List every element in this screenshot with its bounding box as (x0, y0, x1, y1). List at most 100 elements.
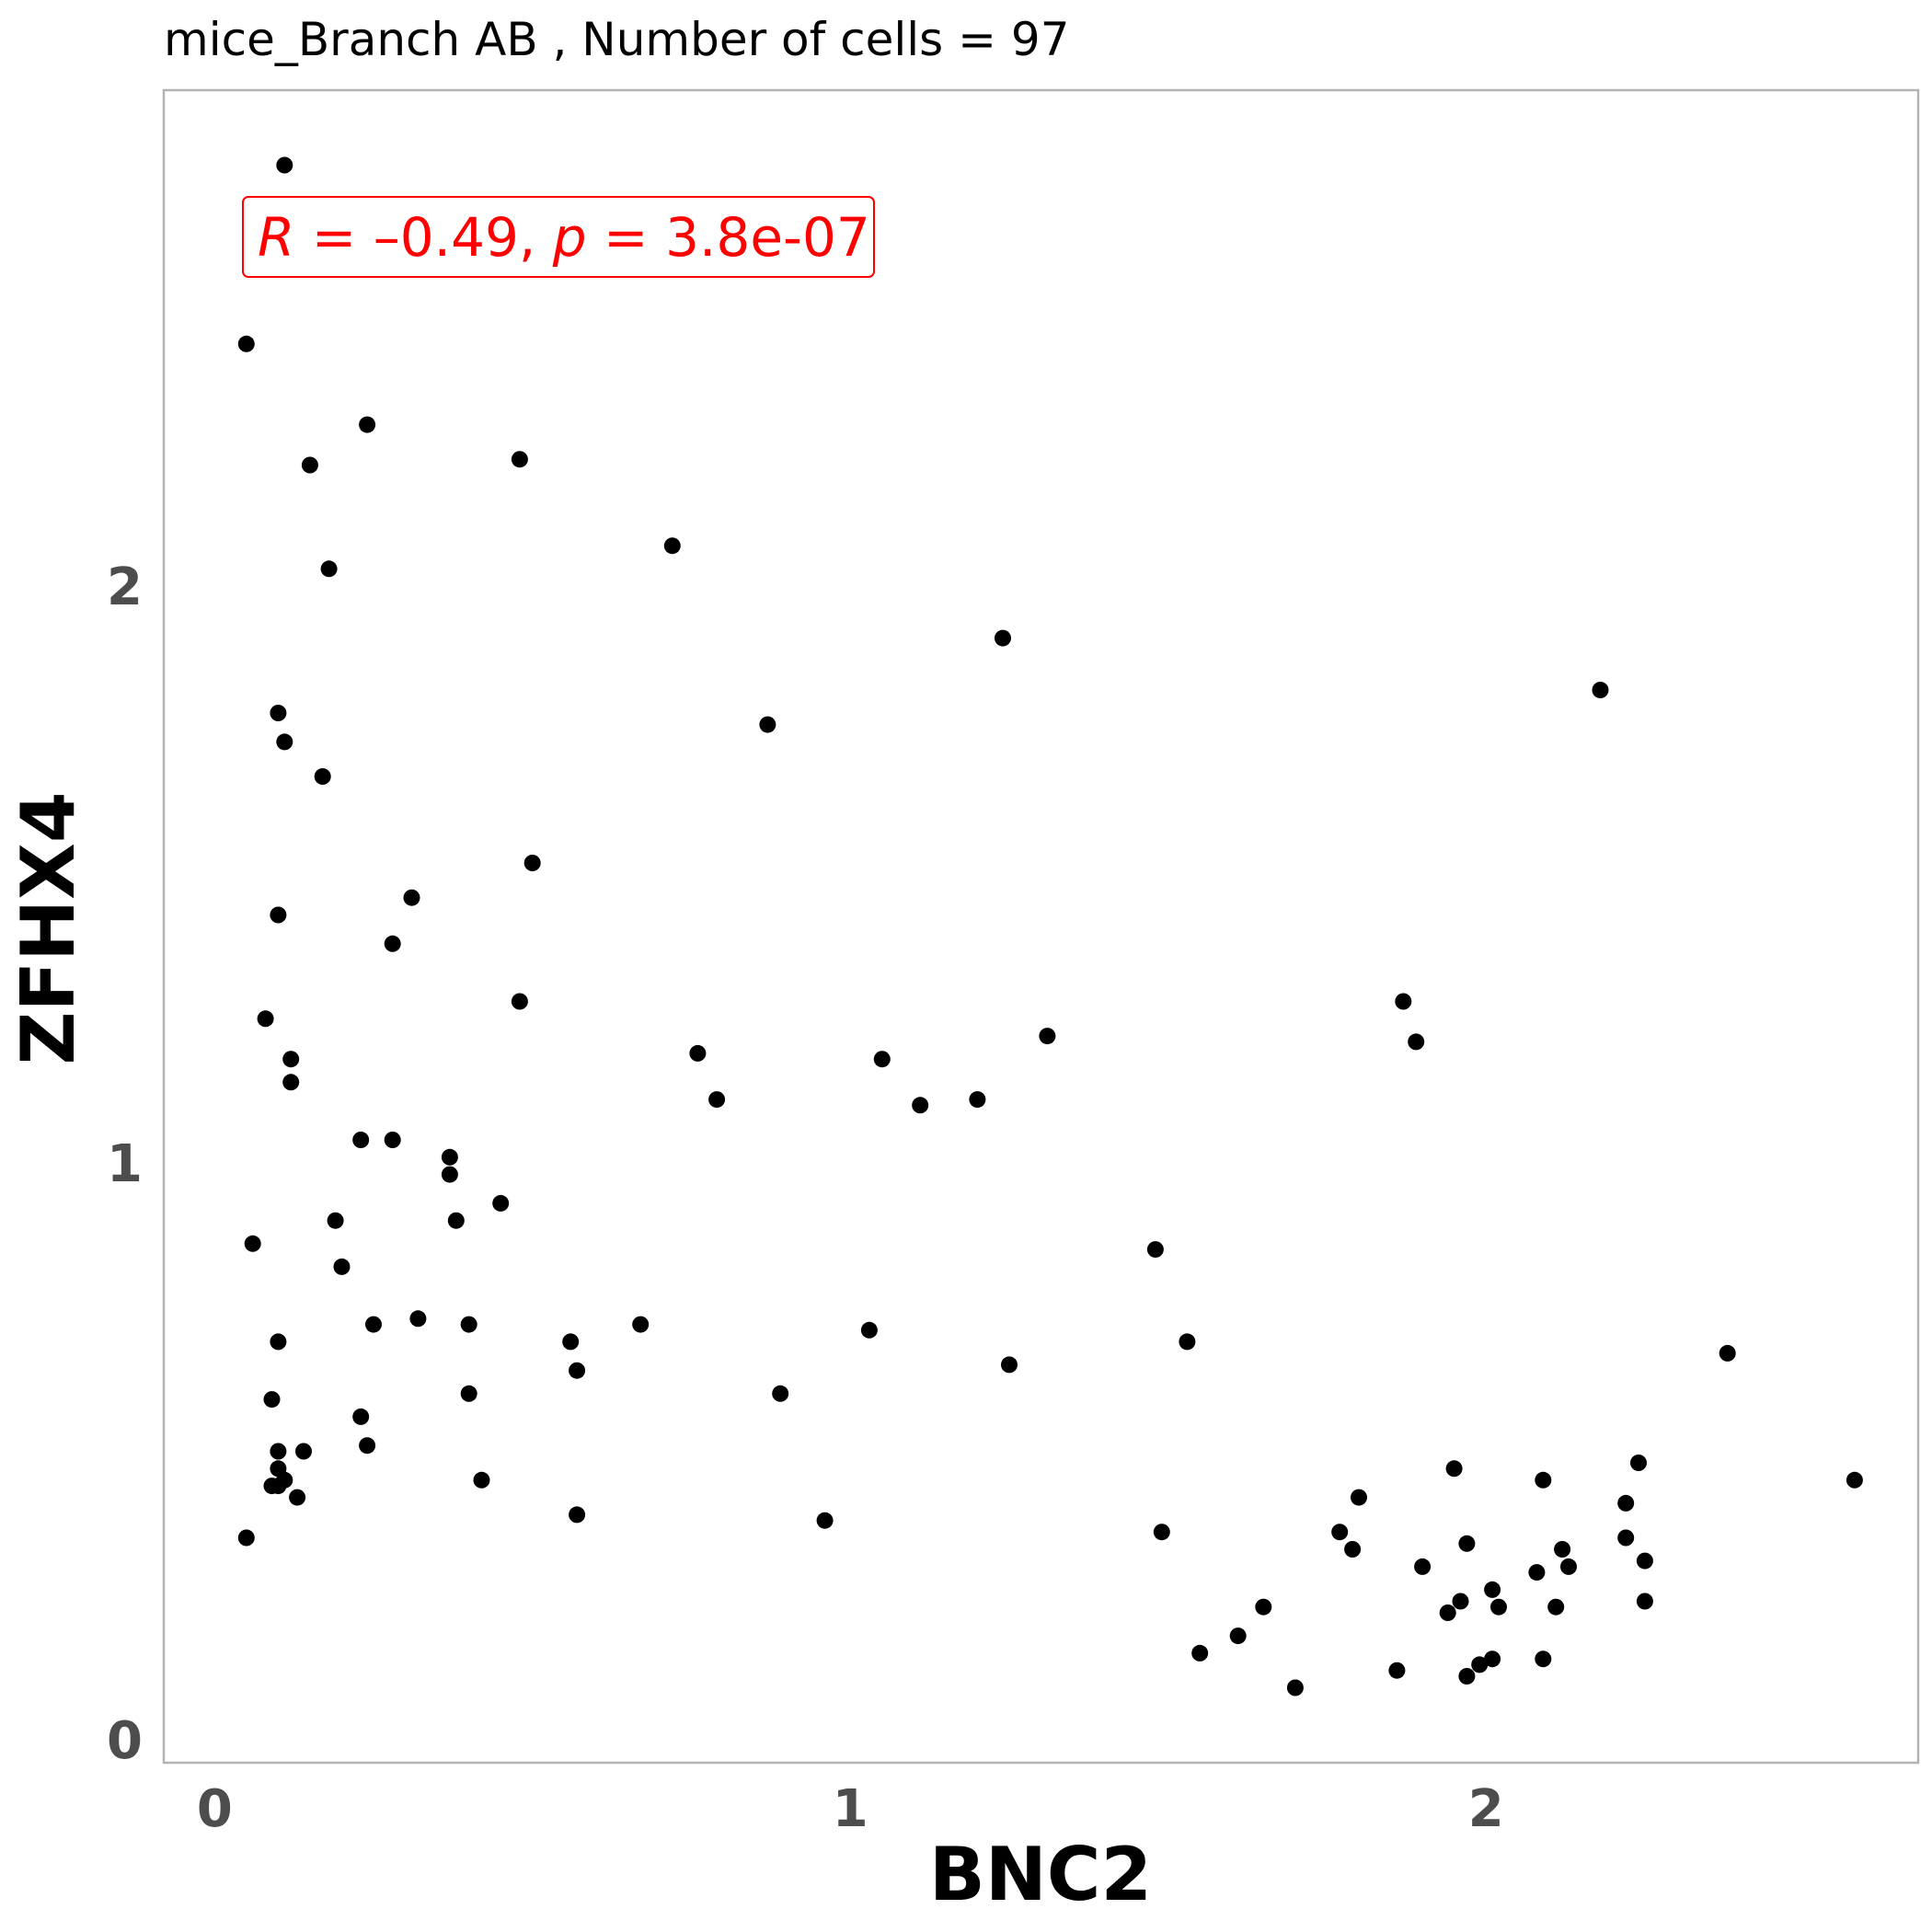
data-point (1255, 1598, 1272, 1616)
data-point (365, 1316, 382, 1333)
correlation-annotation: R = –0.49, p = 3.8e-07 (242, 196, 875, 278)
data-point (314, 768, 331, 785)
data-point (816, 1512, 834, 1529)
data-point (359, 416, 376, 433)
data-point (384, 935, 401, 952)
data-point (1535, 1650, 1552, 1668)
data-point (327, 1212, 344, 1229)
data-point (511, 993, 528, 1010)
data-point (1452, 1593, 1469, 1610)
annotation-p-value: = 3.8e-07 (587, 206, 870, 269)
data-point (263, 1391, 281, 1409)
data-point (276, 733, 293, 751)
data-point (282, 1051, 300, 1068)
data-point (1331, 1524, 1349, 1541)
data-point (352, 1132, 370, 1148)
data-point (1547, 1598, 1565, 1616)
data-point (1445, 1460, 1463, 1478)
data-point (689, 1044, 707, 1062)
data-point (1039, 1028, 1056, 1045)
data-point (276, 1471, 293, 1489)
data-point (1617, 1529, 1635, 1547)
data-point (1458, 1668, 1476, 1685)
data-point (1535, 1471, 1552, 1489)
data-point (1229, 1627, 1247, 1645)
data-point (244, 1235, 261, 1252)
annotation-box (242, 196, 875, 278)
data-point (1846, 1471, 1863, 1489)
data-point (1484, 1581, 1501, 1598)
data-point (447, 1212, 465, 1229)
data-point (759, 716, 776, 733)
data-point (403, 889, 420, 906)
data-point (772, 1385, 789, 1402)
data-point (441, 1148, 458, 1166)
data-point (460, 1385, 477, 1402)
data-point (1617, 1494, 1635, 1512)
data-point (511, 451, 528, 468)
data-point (1484, 1650, 1501, 1668)
data-point (1153, 1524, 1170, 1541)
data-point (1146, 1241, 1164, 1259)
data-point (1554, 1541, 1571, 1558)
data-point (352, 1408, 370, 1425)
data-point (237, 335, 255, 352)
data-point (1490, 1598, 1507, 1616)
data-point (409, 1310, 427, 1328)
y-axis-ticks: 0 1 2 (107, 558, 143, 1771)
x-axis-ticks: 0 1 2 (197, 1779, 1504, 1839)
x-axis-title: BNC2 (929, 1832, 1152, 1917)
data-point (569, 1506, 586, 1524)
data-point (995, 629, 1011, 647)
data-point (1351, 1489, 1367, 1506)
data-point (492, 1194, 510, 1212)
data-point (295, 1443, 312, 1460)
data-point (1528, 1564, 1546, 1581)
annotation-p-label: p (552, 206, 587, 269)
data-point (912, 1097, 929, 1114)
data-point (523, 855, 541, 871)
data-point (237, 1529, 255, 1547)
data-point (289, 1489, 306, 1506)
points-layer (237, 156, 1863, 1696)
data-point (270, 1443, 287, 1460)
data-point (969, 1091, 986, 1109)
data-point (1414, 1558, 1432, 1575)
data-point (562, 1333, 580, 1351)
y-tick-label: 1 (107, 1134, 143, 1194)
data-point (1191, 1644, 1209, 1662)
y-tick-label: 2 (107, 558, 143, 617)
annotation-r-label: R (258, 206, 294, 269)
data-point (873, 1051, 891, 1068)
y-tick-label: 0 (107, 1711, 143, 1771)
data-point (359, 1437, 376, 1455)
data-point (632, 1316, 650, 1333)
plot-panel (162, 88, 1920, 1765)
data-point (1388, 1662, 1406, 1679)
data-point (1179, 1333, 1196, 1351)
annotation-r-value: = –0.49, (294, 206, 552, 269)
data-point (1636, 1593, 1653, 1610)
data-point (270, 705, 287, 721)
data-point (384, 1132, 401, 1148)
data-point (320, 560, 338, 578)
data-point (1458, 1535, 1476, 1552)
data-point (1592, 682, 1609, 698)
data-point (270, 1333, 287, 1351)
data-point (708, 1091, 726, 1109)
data-point (1344, 1541, 1362, 1558)
data-point (1630, 1455, 1647, 1471)
y-axis-title: ZFHX4 (6, 792, 91, 1065)
data-point (333, 1258, 351, 1275)
data-point (1560, 1558, 1577, 1575)
data-point (1286, 1679, 1304, 1696)
data-point (663, 537, 681, 555)
data-point (1408, 1033, 1425, 1051)
data-point (301, 456, 318, 474)
annotation-text: R = –0.49, p = 3.8e-07 (258, 206, 870, 269)
x-tick-label: 1 (833, 1779, 868, 1839)
data-point (1471, 1656, 1489, 1673)
chart-title: mice_Branch AB , Number of cells = 97 (164, 13, 1070, 66)
data-point (860, 1321, 878, 1339)
